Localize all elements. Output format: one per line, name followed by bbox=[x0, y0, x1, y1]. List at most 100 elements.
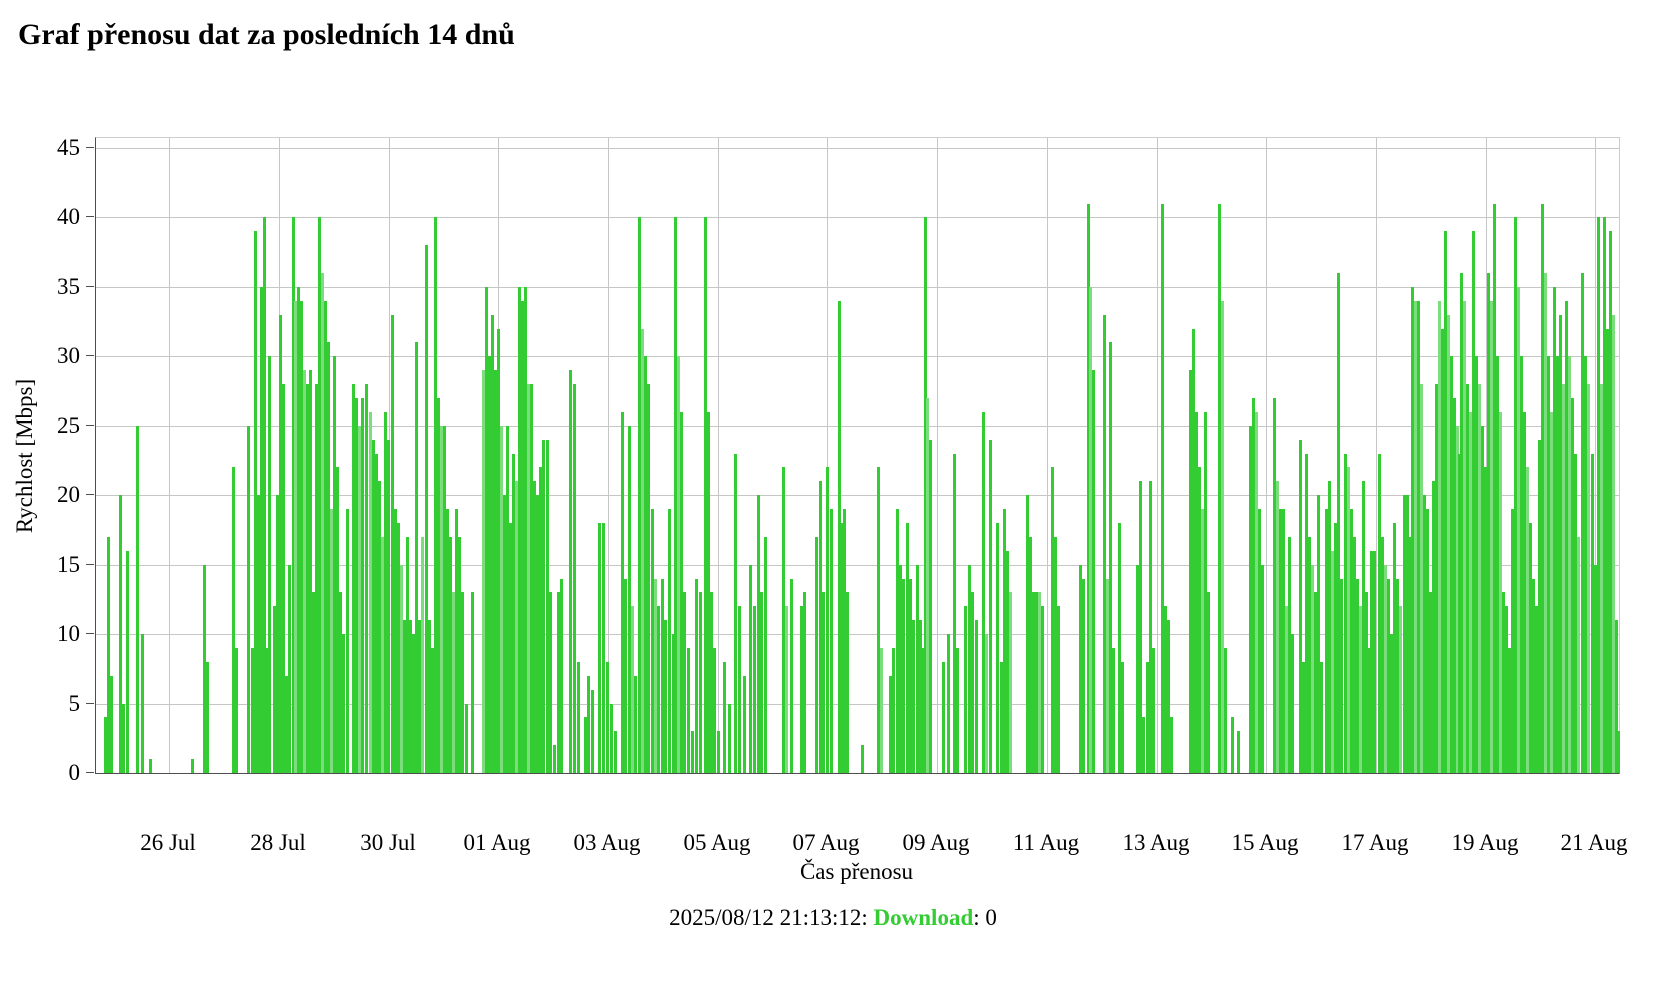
bar bbox=[1577, 536, 1580, 773]
bar bbox=[1562, 384, 1565, 773]
bar bbox=[285, 675, 288, 773]
bar bbox=[672, 634, 675, 773]
bar bbox=[1423, 495, 1426, 773]
y-tick-label-15: 15 bbox=[57, 551, 80, 577]
bar bbox=[1444, 231, 1447, 773]
x-tick-label: 03 Aug bbox=[573, 830, 641, 855]
bar bbox=[1118, 523, 1121, 773]
bar bbox=[352, 384, 355, 773]
bar bbox=[1334, 523, 1337, 773]
bar bbox=[1387, 578, 1390, 773]
bar bbox=[1472, 231, 1475, 773]
bar bbox=[412, 634, 415, 773]
y-tick-label-25: 25 bbox=[57, 412, 80, 438]
bar bbox=[521, 300, 524, 773]
bar bbox=[491, 314, 494, 773]
bar bbox=[1106, 578, 1109, 773]
bar bbox=[902, 578, 905, 773]
bar bbox=[710, 592, 713, 773]
bar bbox=[1481, 425, 1484, 773]
bar bbox=[1237, 731, 1240, 773]
gridline-y-25 bbox=[96, 425, 1619, 427]
bar bbox=[1597, 217, 1600, 773]
bar bbox=[1435, 384, 1438, 773]
bar bbox=[1079, 564, 1082, 773]
bar bbox=[126, 550, 129, 773]
bar bbox=[1353, 536, 1356, 773]
gridline-x bbox=[608, 138, 609, 773]
bar bbox=[1164, 606, 1167, 773]
bar bbox=[279, 314, 282, 773]
bar bbox=[1478, 384, 1481, 773]
bar bbox=[602, 523, 605, 773]
bar bbox=[1458, 453, 1461, 773]
bar bbox=[1112, 648, 1115, 773]
bar bbox=[369, 411, 372, 773]
bar bbox=[982, 411, 985, 773]
bar bbox=[482, 370, 485, 773]
bar bbox=[263, 217, 266, 773]
x-tick-label: 30 Jul bbox=[360, 830, 416, 855]
bar bbox=[288, 564, 291, 773]
bar bbox=[384, 411, 387, 773]
bar bbox=[268, 356, 271, 773]
bar bbox=[1594, 564, 1597, 773]
bar bbox=[1463, 300, 1466, 773]
bar bbox=[327, 342, 330, 773]
bar bbox=[723, 661, 726, 773]
gridline-x bbox=[1266, 138, 1267, 773]
bar bbox=[437, 398, 440, 773]
bar bbox=[1393, 523, 1396, 773]
bar bbox=[1603, 217, 1606, 773]
bar bbox=[947, 634, 950, 773]
bar bbox=[372, 439, 375, 773]
bar bbox=[743, 675, 746, 773]
bar bbox=[610, 703, 613, 773]
bar bbox=[621, 411, 624, 773]
bar bbox=[1565, 300, 1568, 773]
bar bbox=[1103, 314, 1106, 773]
bar bbox=[830, 509, 833, 773]
bar bbox=[1276, 481, 1279, 773]
y-axis-label: Rychlost [Mbps] bbox=[12, 378, 37, 534]
bar bbox=[680, 411, 683, 773]
bar bbox=[1328, 481, 1331, 773]
bar bbox=[628, 425, 631, 773]
caption-value: : 0 bbox=[973, 905, 997, 930]
bar bbox=[321, 273, 324, 773]
bar bbox=[1139, 481, 1142, 773]
gridline-x bbox=[1376, 138, 1377, 773]
bar bbox=[1136, 564, 1139, 773]
bar bbox=[909, 578, 912, 773]
bar bbox=[1438, 300, 1441, 773]
bar bbox=[880, 648, 883, 773]
bar bbox=[324, 300, 327, 773]
x-tick-label: 28 Jul bbox=[250, 830, 306, 855]
bar bbox=[560, 578, 563, 773]
bar bbox=[968, 564, 971, 773]
bar bbox=[434, 217, 437, 773]
bar bbox=[1508, 648, 1511, 773]
bar bbox=[1359, 606, 1362, 773]
bar bbox=[785, 606, 788, 773]
y-tick-label-30: 30 bbox=[57, 343, 80, 369]
bar bbox=[892, 648, 895, 773]
bar bbox=[1511, 509, 1514, 773]
y-tick-mark-45 bbox=[86, 146, 94, 148]
bar bbox=[1384, 564, 1387, 773]
gridline-y-5 bbox=[96, 703, 1619, 705]
bar bbox=[524, 286, 527, 773]
bar bbox=[309, 370, 312, 773]
bar bbox=[449, 536, 452, 773]
bar bbox=[497, 328, 500, 773]
bar bbox=[1399, 606, 1402, 773]
bar bbox=[606, 661, 609, 773]
bar bbox=[361, 398, 364, 773]
bar bbox=[425, 245, 428, 773]
y-tick-mark-30 bbox=[86, 355, 94, 357]
bar bbox=[557, 592, 560, 773]
bar bbox=[500, 425, 503, 773]
bar bbox=[1249, 425, 1252, 773]
